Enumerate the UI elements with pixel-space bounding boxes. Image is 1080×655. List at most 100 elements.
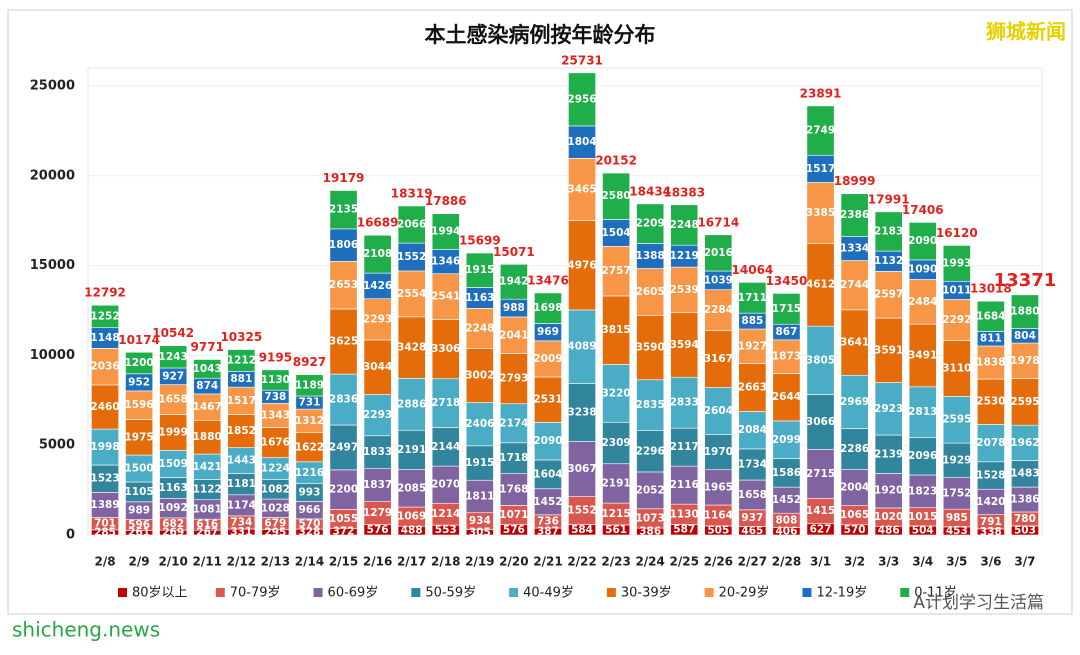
bar-segment <box>976 378 1005 425</box>
x-tick-label: 2/8 <box>94 555 115 569</box>
value-label: 584 <box>571 524 593 536</box>
value-label: 3220 <box>601 387 630 399</box>
bar-segment <box>806 182 835 244</box>
bar-segment <box>499 264 528 300</box>
bar-segment <box>670 465 699 505</box>
value-label: 4089 <box>567 341 596 353</box>
bar-segment <box>908 386 937 438</box>
value-label: 1915 <box>465 457 494 469</box>
bar-segment <box>772 293 801 325</box>
value-label: 1823 <box>908 485 937 497</box>
bar-segment <box>568 158 596 221</box>
value-label: 3306 <box>431 343 460 355</box>
value-label: 2292 <box>942 314 971 326</box>
total-label: 10325 <box>220 330 262 344</box>
value-label: 453 <box>946 525 968 537</box>
y-tick-label: 10000 <box>30 348 75 363</box>
value-label: 1312 <box>295 415 324 427</box>
total-label: 20152 <box>595 154 637 168</box>
value-label: 1081 <box>193 503 222 515</box>
value-label: 570 <box>844 524 866 536</box>
value-label: 2484 <box>908 296 937 308</box>
bar-segment <box>499 442 528 474</box>
value-label: 1065 <box>840 509 869 521</box>
value-label: 576 <box>503 524 525 536</box>
value-label: 867 <box>776 326 798 338</box>
value-label: 1718 <box>499 452 528 464</box>
value-label: 2099 <box>772 434 801 446</box>
value-label: 2718 <box>431 397 460 409</box>
total-label: 18319 <box>391 186 433 200</box>
bar-segment <box>397 242 426 272</box>
bar-segment <box>363 234 392 274</box>
value-label: 2135 <box>329 204 358 216</box>
value-label: 804 <box>1014 330 1036 342</box>
value-label: 3238 <box>567 406 596 418</box>
bar-segment <box>942 340 971 397</box>
brand-watermark: 狮城新闻 <box>986 20 1066 44</box>
bar-segment <box>942 477 971 510</box>
total-label: 16689 <box>357 216 399 230</box>
value-label: 561 <box>605 524 627 536</box>
value-label: 1806 <box>329 239 358 251</box>
y-tick-label: 20000 <box>30 168 75 183</box>
total-label: 15699 <box>459 234 501 248</box>
value-label: 4976 <box>567 259 596 271</box>
bar-segment <box>465 402 494 447</box>
bar-segment <box>636 243 665 269</box>
bar-segment <box>704 234 733 272</box>
value-label: 2209 <box>636 218 665 230</box>
bar-segment <box>465 308 494 349</box>
value-label: 2595 <box>1010 396 1039 408</box>
bar-segment <box>465 252 494 288</box>
bar-segment <box>602 295 631 365</box>
bar-segment <box>840 309 869 376</box>
bar-segment <box>499 316 528 354</box>
total-label: 25731 <box>561 53 603 67</box>
value-label: 1622 <box>295 441 324 453</box>
value-label: 1552 <box>397 251 426 263</box>
value-label: 465 <box>741 525 763 537</box>
bar-segment <box>738 411 767 450</box>
value-label: 1015 <box>908 511 937 523</box>
total-label: 10542 <box>152 326 194 340</box>
x-tick-label: 2/19 <box>465 555 494 569</box>
bar-segment <box>431 273 460 320</box>
bar-segment <box>431 465 460 504</box>
value-label: 1189 <box>295 379 324 391</box>
value-label: 1452 <box>533 496 562 508</box>
bar-segment <box>193 359 222 379</box>
bar-segment <box>772 458 801 488</box>
bar-segment <box>159 345 188 369</box>
value-label: 3110 <box>942 363 971 375</box>
value-label: 2108 <box>363 248 392 260</box>
value-label: 570 <box>299 518 321 530</box>
y-tick-label: 15000 <box>30 258 75 273</box>
value-label: 1517 <box>806 163 835 175</box>
total-label: 17991 <box>868 192 910 206</box>
value-label: 504 <box>912 524 934 536</box>
value-label: 3428 <box>397 342 426 354</box>
value-label: 1452 <box>772 494 801 506</box>
x-tick-label: 2/11 <box>193 555 222 569</box>
value-label: 1509 <box>159 458 188 470</box>
value-label: 1811 <box>465 490 494 502</box>
bar-segment <box>534 340 562 378</box>
bar-segment <box>704 387 733 435</box>
value-label: 331 <box>230 526 252 538</box>
total-label: 19179 <box>323 171 365 185</box>
value-label: 2096 <box>908 450 937 462</box>
value-label: 1200 <box>124 357 153 369</box>
bar-segment <box>499 403 528 444</box>
bar-segment <box>91 428 119 466</box>
bar-segment <box>806 105 835 156</box>
value-label: 1483 <box>1010 468 1039 480</box>
value-label: 1420 <box>976 496 1005 508</box>
value-label: 1768 <box>499 484 528 496</box>
value-label: 1927 <box>738 340 767 352</box>
bar-segment <box>397 469 426 508</box>
value-label: 2956 <box>567 93 596 105</box>
bar-segment <box>806 498 835 525</box>
legend-swatch <box>900 588 910 597</box>
